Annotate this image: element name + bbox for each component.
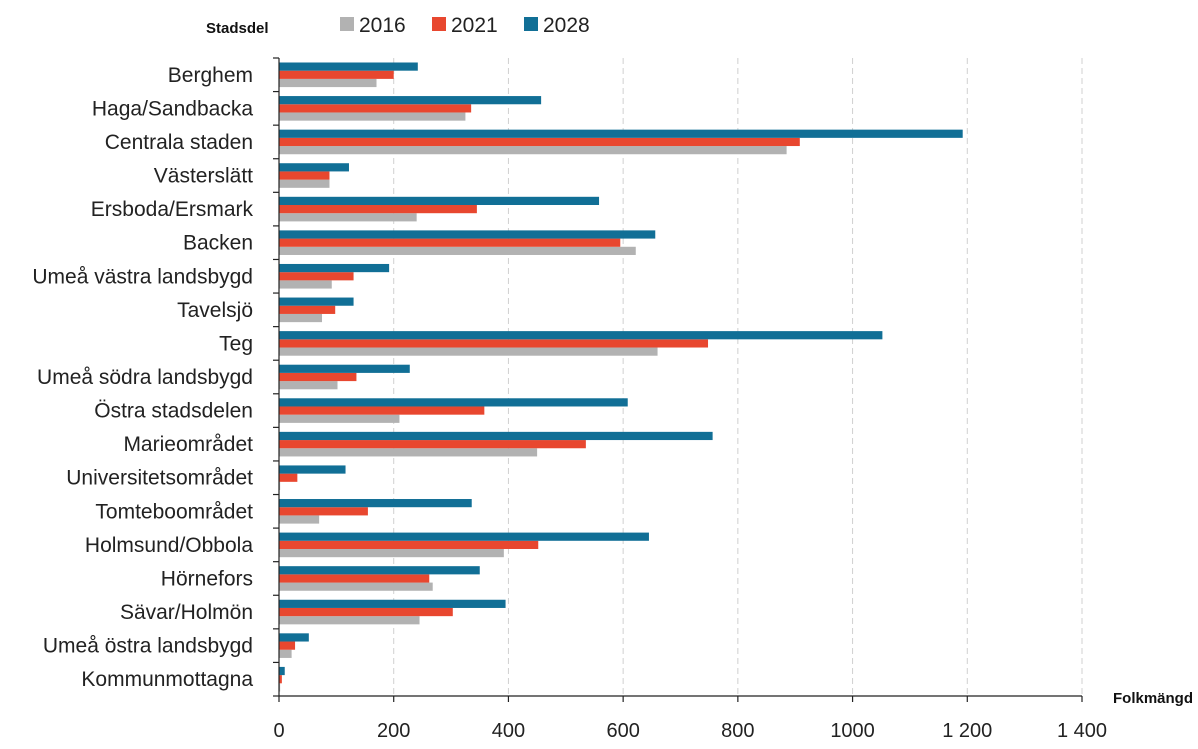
y-axis-title: Stadsdel [206, 20, 269, 37]
x-tick-label: 400 [492, 720, 525, 742]
legend-swatch-2016 [340, 17, 354, 31]
category-label: Umeå östra landsbygd [43, 635, 253, 658]
category-label: Umeå södra landsbygd [37, 366, 253, 389]
bar-2016 [279, 381, 338, 390]
category-label: Marieområdet [123, 433, 253, 456]
legend-swatch-2021 [432, 17, 446, 31]
category-label: Umeå västra landsbygd [32, 265, 253, 288]
bar-2028 [279, 633, 309, 642]
bar-2028 [279, 263, 390, 273]
category-label: Kommunmottagna [81, 668, 253, 691]
bar-2021 [279, 641, 296, 650]
bar-2028 [279, 96, 542, 105]
bar-2016 [279, 347, 658, 356]
bar-2028 [279, 163, 349, 172]
bar-2016 [279, 112, 466, 121]
x-tick-label: 1 200 [942, 720, 992, 742]
bar-2016 [279, 146, 787, 155]
bar-2016 [279, 280, 332, 289]
bar-2028 [279, 62, 418, 71]
x-tick-labels: 0 200 400 600 800 1000 1 200 1 400 [273, 720, 1107, 742]
bar-2021 [279, 339, 709, 348]
legend-label-2028: 2028 [543, 14, 590, 37]
bar-2028 [279, 499, 472, 508]
bar-2028 [279, 297, 354, 306]
bar-2028 [279, 465, 346, 474]
x-axis-title: Folkmängd [1113, 690, 1193, 707]
bars [279, 62, 963, 692]
category-label: Holmsund/Obbola [85, 534, 253, 557]
bar-2016 [279, 582, 433, 591]
category-label: Tomteboområdet [95, 500, 253, 523]
bar-2016 [279, 448, 538, 457]
category-label: Östra stadsdelen [94, 400, 253, 423]
bar-2021 [279, 540, 539, 549]
bar-2021 [279, 440, 586, 449]
category-label: Centrala staden [105, 131, 253, 154]
bar-2028 [279, 196, 600, 206]
bar-2016 [279, 213, 417, 222]
bar-2021 [279, 473, 298, 482]
bar-2016 [279, 616, 420, 625]
bar-2021 [279, 305, 336, 314]
category-label: Berghem [168, 64, 253, 87]
bar-2016 [279, 246, 636, 255]
bar-2016 [279, 649, 292, 658]
legend: 2016 2021 2028 [340, 14, 590, 37]
category-label: Västerslätt [154, 165, 253, 188]
category-label: Backen [183, 232, 253, 255]
x-tick-label: 1000 [830, 720, 875, 742]
category-labels: Berghem Haga/Sandbacka Centrala staden Väst… [32, 64, 253, 691]
x-tick-label: 0 [273, 720, 284, 742]
bar-2021 [279, 137, 800, 147]
bar-2016 [279, 78, 377, 88]
bar-2021 [279, 272, 354, 281]
x-tick-label: 1 400 [1057, 720, 1107, 742]
category-label: Sävar/Holmön [120, 601, 253, 624]
bar-2021 [279, 70, 394, 79]
category-label: Haga/Sandbacka [92, 97, 253, 120]
bar-2028 [279, 129, 963, 138]
bar-2016 [279, 414, 400, 423]
bar-2021 [279, 171, 330, 180]
bar-2021 [279, 104, 472, 113]
legend-swatch-2028 [524, 17, 538, 31]
bar-2021 [279, 574, 430, 583]
legend-label-2021: 2021 [451, 14, 498, 37]
bar-2016 [279, 179, 330, 188]
bar-2021 [279, 238, 621, 247]
category-label: Hörnefors [161, 567, 253, 590]
category-label: Tavelsjö [177, 299, 253, 322]
bar-2028 [279, 230, 656, 239]
axes [273, 57, 1083, 702]
bar-2021 [279, 675, 282, 684]
bar-2021 [279, 205, 477, 214]
category-label: Ersboda/Ersmark [91, 198, 254, 221]
bar-2028 [279, 599, 506, 608]
bar-2021 [279, 406, 485, 415]
bar-2016 [279, 313, 323, 323]
bar-2021 [279, 372, 357, 382]
bar-2028 [279, 532, 649, 541]
x-tick-label: 600 [606, 720, 639, 742]
bar-2028 [279, 666, 285, 676]
bar-2028 [279, 566, 480, 575]
legend-label-2016: 2016 [359, 14, 406, 37]
bar-2021 [279, 507, 368, 516]
bar-2016 [279, 515, 320, 524]
bar-2016 [279, 548, 504, 558]
bar-2028 [279, 331, 883, 340]
x-tick-label: 200 [377, 720, 410, 742]
bar-2028 [279, 364, 410, 373]
bar-2021 [279, 607, 453, 617]
x-tick-label: 800 [721, 720, 754, 742]
category-label: Teg [219, 332, 253, 355]
category-label: Universitetsområdet [66, 467, 253, 490]
bar-2028 [279, 431, 713, 441]
bar-2028 [279, 398, 628, 407]
